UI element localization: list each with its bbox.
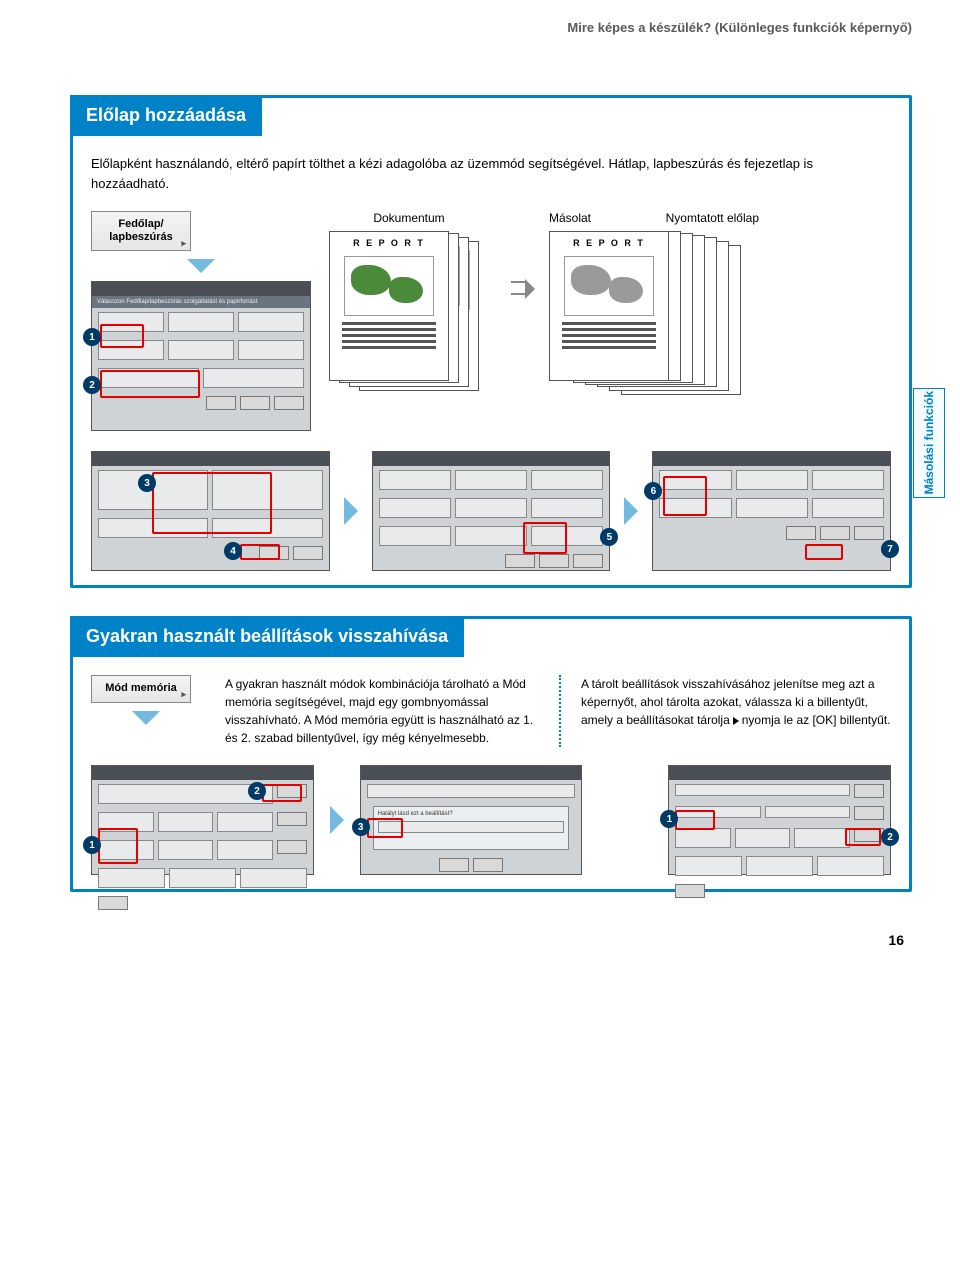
page-header: Mire képes a készülék? (Különleges funkc…: [70, 20, 912, 35]
section2-right-text: A tárolt beállítások visszahívásához jel…: [559, 675, 891, 747]
mock-screen-main: Válasszon Fedőlap/lapbeszúrás szolgáltat…: [91, 281, 311, 431]
section2-title: Gyakran használt beállítások visszahívás…: [70, 616, 464, 657]
inline-arrow-icon: [733, 717, 739, 725]
arrow-right-icon: [624, 497, 638, 525]
section1-desc: Előlapként használandó, eltérő papírt tö…: [91, 154, 891, 193]
printed-cover-label: Nyomtatott előlap: [666, 211, 759, 225]
copy-label: Másolat: [549, 211, 591, 225]
badge-7: 7: [881, 540, 899, 558]
arrow-down-icon: [187, 259, 215, 273]
mock-memory-b: 3 Hatályt lásd ezt a beállítást?: [360, 765, 583, 875]
section-mode-memory: Gyakran használt beállítások visszahívás…: [70, 616, 912, 892]
mock-screen-c: 5: [372, 451, 611, 571]
mock-screen-b: 3 4: [91, 451, 330, 571]
arrow-down-icon: [132, 711, 160, 725]
document-label: Dokumentum: [329, 211, 489, 225]
arrow-right-icon: [330, 806, 344, 834]
badge-m3: 3: [352, 818, 370, 836]
page-number: 16: [70, 932, 912, 948]
mode-memory-button[interactable]: Mód memória: [91, 675, 191, 702]
mock-memory-c: 1 2: [668, 765, 891, 875]
arrow-right-icon: [344, 497, 358, 525]
mock-memory-a: 1 2: [91, 765, 314, 875]
cover-insert-button[interactable]: Fedőlap/ lapbeszúrás: [91, 211, 191, 251]
report-label-2: R E P O R T: [550, 232, 668, 252]
badge-5: 5: [600, 528, 618, 546]
mock-screen-d: 6 7: [652, 451, 891, 571]
document-stack: R E P O R T: [329, 231, 489, 391]
badge-mc2: 2: [881, 828, 899, 846]
side-tab-label: Másolási funkciók: [922, 391, 936, 494]
section2-left-text: A gyakran használt módok kombinációja tá…: [225, 675, 535, 747]
side-tab: Másolási funkciók: [913, 388, 945, 498]
arrow-right-icon: [511, 281, 527, 295]
section1-title: Előlap hozzáadása: [70, 95, 262, 136]
section-cover-insert: Másolási funkciók Előlap hozzáadása Elől…: [70, 95, 912, 588]
report-label: R E P O R T: [330, 232, 448, 252]
copy-stack: R E P O R T: [549, 231, 759, 391]
